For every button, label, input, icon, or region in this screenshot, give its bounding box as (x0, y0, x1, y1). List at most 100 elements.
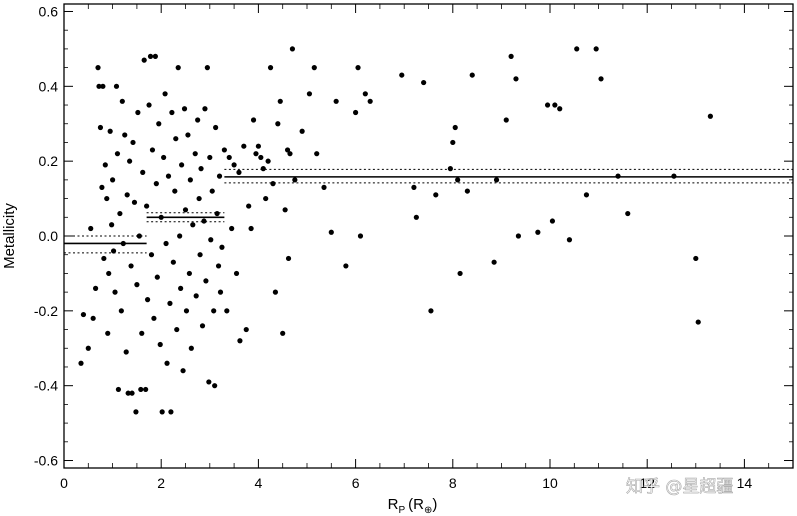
data-point (102, 162, 108, 168)
data-point (671, 173, 677, 179)
data-point (213, 124, 219, 131)
data-point (221, 147, 227, 153)
data-point (177, 233, 183, 239)
data-point (450, 139, 456, 146)
data-point (186, 270, 192, 277)
data-point (508, 53, 514, 59)
data-point (353, 109, 359, 116)
x-tick-label: 0 (60, 475, 68, 491)
data-point (203, 278, 209, 284)
data-point (138, 386, 144, 393)
data-point (143, 386, 149, 393)
data-point (168, 409, 174, 415)
data-point (253, 151, 259, 157)
data-point (211, 308, 217, 314)
data-point (455, 177, 461, 183)
data-point (280, 330, 286, 336)
data-point (201, 218, 207, 224)
data-point (127, 158, 133, 164)
data-point (217, 289, 224, 295)
data-point (169, 109, 175, 116)
data-point (136, 233, 142, 239)
data-point (115, 386, 122, 393)
data-point (80, 311, 87, 318)
data-point (78, 360, 84, 366)
data-point (109, 222, 115, 228)
data-point (88, 225, 94, 232)
data-point (112, 289, 118, 295)
data-point (183, 308, 190, 314)
data-point (258, 154, 264, 161)
data-point (180, 368, 186, 374)
data-point (148, 252, 155, 258)
watermark-text: 知乎 @星超疆 (626, 477, 733, 497)
x-tick-label: 14 (737, 475, 753, 491)
data-point (212, 383, 218, 389)
data-point (250, 117, 257, 123)
data-point (229, 225, 235, 232)
data-point (197, 252, 203, 258)
data-point (199, 323, 206, 329)
data-point (147, 53, 154, 59)
data-point (90, 315, 96, 321)
data-point (411, 184, 417, 190)
x-label-subscript: P (398, 505, 405, 516)
data-point (452, 124, 458, 131)
data-point (141, 57, 147, 63)
data-point (110, 177, 116, 183)
x-label-unit-subscript: ⊕ (424, 505, 432, 516)
y-tick-label: 0.6 (39, 3, 59, 19)
data-point (173, 136, 179, 142)
data-point (154, 274, 160, 280)
data-point (557, 106, 563, 112)
data-point (204, 65, 210, 71)
data-point (421, 79, 427, 86)
data-point (299, 128, 305, 134)
data-point (135, 109, 141, 116)
data-point (265, 158, 271, 164)
data-point (333, 98, 339, 104)
data-point (131, 199, 138, 205)
data-point (598, 76, 604, 82)
data-point (134, 282, 140, 288)
data-point (163, 240, 169, 247)
x-label-symbol: R (388, 496, 399, 513)
x-tick-label: 10 (542, 475, 558, 491)
data-point (100, 83, 106, 89)
data-point (282, 207, 288, 213)
data-point (311, 65, 317, 71)
data-point (544, 102, 551, 108)
data-point (284, 147, 291, 153)
data-point (170, 259, 176, 265)
data-point (566, 237, 573, 243)
data-point (206, 379, 212, 385)
data-point (129, 390, 135, 396)
data-point (236, 169, 242, 175)
data-point (549, 218, 556, 224)
data-point (202, 106, 208, 112)
data-point (187, 177, 193, 183)
data-point (190, 222, 196, 228)
data-point (263, 195, 269, 202)
data-point (615, 173, 621, 179)
data-point (328, 229, 334, 235)
data-point (219, 244, 225, 250)
data-point (119, 98, 125, 104)
data-point (188, 345, 194, 351)
data-point (535, 229, 541, 235)
x-label-unit: (R (408, 496, 424, 513)
data-point (583, 192, 590, 198)
data-point (215, 263, 222, 269)
data-point (118, 308, 124, 314)
data-point (464, 188, 470, 194)
data-point (413, 214, 419, 220)
data-point (226, 154, 232, 161)
data-point (123, 349, 129, 355)
data-point (107, 128, 113, 134)
data-point (164, 360, 170, 366)
data-point (144, 203, 150, 209)
data-points (78, 46, 713, 415)
data-point (503, 117, 509, 123)
data-point (362, 91, 368, 97)
